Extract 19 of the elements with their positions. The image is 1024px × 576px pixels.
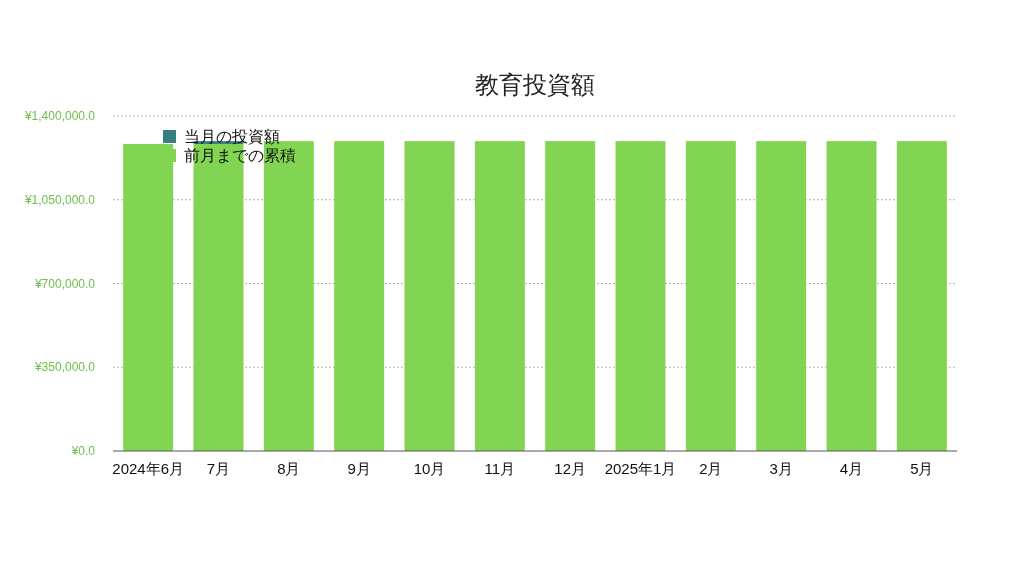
x-tick-label: 9月: [347, 460, 371, 477]
y-tick-label: ¥700,000.0: [33, 276, 96, 291]
x-tick-label: 10月: [413, 460, 446, 477]
x-tick-label: 5月: [910, 460, 934, 477]
x-tick-label: 12月: [554, 460, 587, 477]
chart-title: 教育投資額: [475, 71, 595, 98]
y-tick-label: ¥0.0: [70, 444, 96, 458]
y-tick-label: ¥1,400,000.0: [23, 109, 96, 123]
x-tick-label: 11月: [484, 460, 516, 477]
x-tick-label: 8月: [277, 460, 301, 477]
y-tick-label: ¥350,000.0: [33, 360, 96, 375]
x-tick-label: 3月: [769, 460, 793, 477]
x-tick-label: 2024年6月: [112, 460, 185, 477]
x-tick-label: 2025年1月: [604, 460, 677, 477]
x-tick-label: 2月: [699, 460, 723, 477]
x-tick-label: 7月: [206, 460, 231, 477]
legend-label: 当月の投資額: [184, 128, 280, 145]
x-tick-label: 4月: [839, 460, 864, 477]
y-tick-label: ¥1,050,000.0: [23, 192, 96, 207]
